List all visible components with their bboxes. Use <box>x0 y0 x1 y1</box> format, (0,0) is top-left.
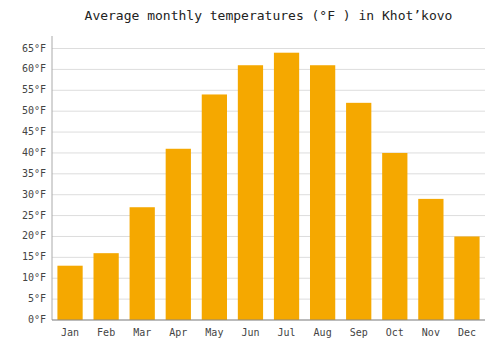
x-axis-line <box>52 320 485 321</box>
x-tick-label: Dec <box>458 327 476 338</box>
grid-line <box>52 90 485 91</box>
x-tick-label: Apr <box>169 327 187 338</box>
x-tick-label: Jul <box>278 327 296 338</box>
x-tick-label: Mar <box>133 327 151 338</box>
x-tick-label: Sep <box>350 327 368 338</box>
bar <box>202 94 227 320</box>
chart-container: Average monthly temperatures (°F ) in Kh… <box>0 0 500 350</box>
x-tick-label: Aug <box>314 327 332 338</box>
y-tick-label: 45°F <box>22 126 46 137</box>
grid-line <box>52 320 485 321</box>
bar <box>166 149 191 320</box>
y-tick-label: 0°F <box>28 314 46 325</box>
grid-line <box>52 111 485 112</box>
bar <box>93 253 118 320</box>
x-axis: Jan Feb Mar Apr May Jun Jul Aug Sep Oct Nov Dec <box>61 327 476 338</box>
bar <box>454 236 479 320</box>
y-tick-label: 15°F <box>22 251 46 262</box>
y-tick-label: 35°F <box>22 168 46 179</box>
bar <box>130 207 155 320</box>
grid-line <box>52 173 485 174</box>
x-tick-label: Feb <box>97 327 115 338</box>
title: Average monthly temperatures (°F ) in Kh… <box>85 8 453 23</box>
grid-line <box>52 132 485 133</box>
grid-line <box>52 194 485 195</box>
y-tick-label: 50°F <box>22 105 46 116</box>
x-tick-label: Jan <box>61 327 79 338</box>
y-tick-label: 55°F <box>22 84 46 95</box>
bar <box>57 266 82 320</box>
bar <box>382 153 407 320</box>
bar <box>346 103 371 320</box>
grid-line <box>52 152 485 153</box>
bar <box>238 65 263 320</box>
y-tick-label: 25°F <box>22 210 46 221</box>
bar <box>310 65 335 320</box>
x-tick-label: Jun <box>241 327 259 338</box>
x-tick-label: May <box>205 327 223 338</box>
x-tick-label: Oct <box>386 327 404 338</box>
y-tick-label: 30°F <box>22 189 46 200</box>
chart: Average monthly temperatures (°F ) in Kh… <box>0 0 500 350</box>
y-tick-label: 20°F <box>22 230 46 241</box>
bar <box>274 53 299 320</box>
y-tick-label: 40°F <box>22 147 46 158</box>
y-tick-label: 65°F <box>22 43 46 54</box>
bar <box>418 199 443 320</box>
y-tick-label: 10°F <box>22 272 46 283</box>
y-axis-line <box>52 36 53 320</box>
y-tick-label: 5°F <box>28 293 46 304</box>
grid-line <box>52 48 485 49</box>
x-tick-label: Nov <box>422 327 440 338</box>
bars <box>57 53 479 320</box>
y-axis: 0°F 5°F 10°F 15°F 20°F 25°F 30°F 35°F 40°F 45°F 50… <box>22 43 485 325</box>
y-tick-label: 60°F <box>22 63 46 74</box>
grid-line <box>52 69 485 70</box>
